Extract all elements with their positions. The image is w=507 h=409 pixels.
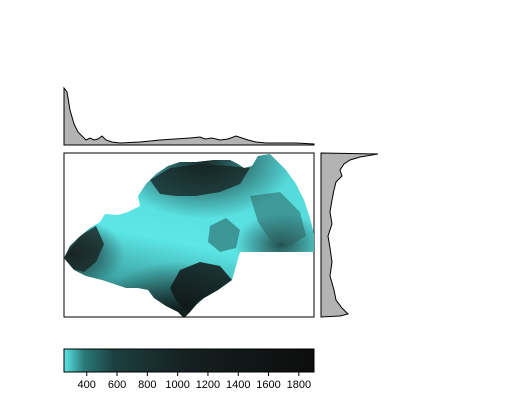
legend-tick-label: 800 bbox=[138, 379, 156, 391]
legend-tick-label: 1600 bbox=[256, 379, 280, 391]
legend-colorbar bbox=[63, 348, 315, 373]
color-legend: 400 600 800 1000 1200 1400 1600 1800 bbox=[63, 348, 315, 391]
legend-tick-label: 1000 bbox=[165, 379, 189, 391]
legend-tick-label: 600 bbox=[108, 379, 126, 391]
legend-ticks: 400 600 800 1000 1200 1400 1600 1800 bbox=[78, 372, 311, 391]
top-density-panel bbox=[63, 86, 315, 146]
legend-tick-label: 1400 bbox=[226, 379, 250, 391]
right-density-curve bbox=[320, 152, 379, 318]
map-panel bbox=[63, 152, 315, 318]
legend-tick-label: 400 bbox=[78, 379, 96, 391]
legend-tick-label: 1800 bbox=[287, 379, 311, 391]
top-density-curve bbox=[63, 86, 315, 146]
right-density-panel bbox=[320, 152, 379, 318]
legend-tick-label: 1200 bbox=[196, 379, 220, 391]
